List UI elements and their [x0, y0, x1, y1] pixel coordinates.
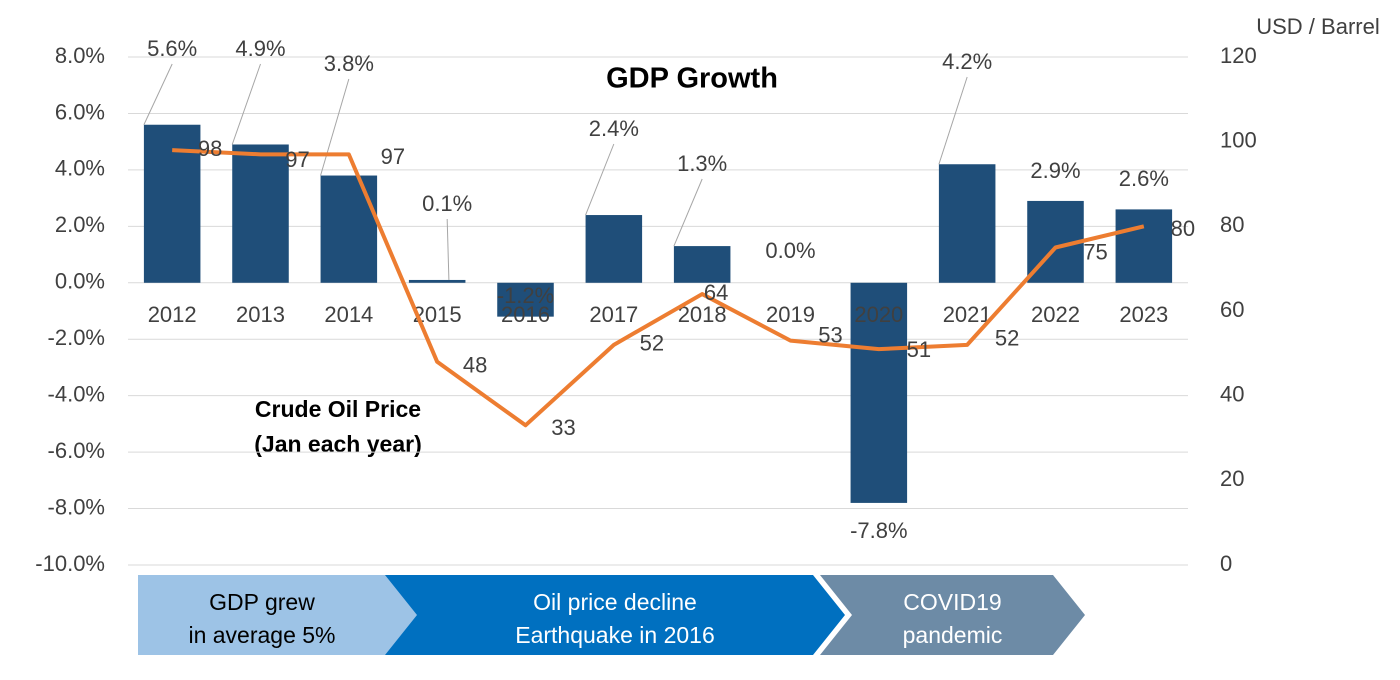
- line: [172, 148, 1145, 428]
- phase-label: Earthquake in 2016: [515, 622, 715, 648]
- data-label: 0.0%: [765, 238, 815, 263]
- y2-tick-label: 0: [1220, 551, 1232, 576]
- leader-line: [673, 178, 703, 247]
- data-label: 64: [704, 280, 728, 305]
- data-label: 2.6%: [1119, 166, 1169, 191]
- phase-arrow: [820, 575, 1085, 655]
- y-tick-label: 4.0%: [55, 156, 105, 181]
- data-label: 51: [907, 337, 931, 362]
- data-label: 52: [640, 331, 664, 356]
- y2-tick-label: 80: [1220, 212, 1244, 237]
- phase-arrow: [385, 575, 845, 655]
- x-tick-label: 2023: [1119, 302, 1168, 327]
- data-label: -1.2%: [497, 283, 554, 308]
- data-label: 2.4%: [589, 116, 639, 141]
- data-label: 48: [463, 353, 487, 378]
- y-tick-label: 8.0%: [55, 43, 105, 68]
- data-label: 52: [995, 326, 1019, 351]
- data-label: 2.9%: [1030, 158, 1080, 183]
- y-tick-label: 2.0%: [55, 212, 105, 237]
- data-label: 98: [198, 136, 222, 161]
- data-label: 97: [381, 144, 405, 169]
- y-tick-label: 6.0%: [55, 99, 105, 124]
- x-tick-label: 2019: [766, 302, 815, 327]
- bar: [938, 164, 996, 283]
- x-tick-label: 2016: [501, 302, 550, 327]
- y-tick-label: -10.0%: [35, 551, 105, 576]
- annotation: Crude Oil Price: [255, 396, 421, 422]
- bar: [497, 282, 554, 317]
- phase-label: COVID19: [903, 589, 1001, 615]
- leader-line: [143, 63, 173, 125]
- bar: [585, 215, 643, 283]
- bar: [1115, 209, 1173, 283]
- grid: [128, 56, 1188, 566]
- leader-line: [585, 143, 615, 216]
- x-tick-label: 2014: [324, 302, 373, 327]
- data-label: 0.1%: [422, 191, 472, 216]
- y2-tick-label: 100: [1220, 127, 1257, 152]
- y-tick-label: -8.0%: [48, 494, 105, 519]
- phase-label: pandemic: [903, 622, 1003, 648]
- bar: [408, 279, 466, 283]
- data-label: 1.3%: [677, 151, 727, 176]
- y-tick-label: -2.0%: [48, 325, 105, 350]
- bar: [673, 246, 731, 283]
- x-tick-label: 2018: [678, 302, 727, 327]
- data-label: 3.8%: [324, 51, 374, 76]
- data-label: 4.9%: [235, 36, 285, 61]
- x-tick-label: 2021: [943, 302, 992, 327]
- data-label: 5.6%: [147, 36, 197, 61]
- phase-label: Oil price decline: [533, 589, 697, 615]
- y2-tick-label: 60: [1220, 297, 1244, 322]
- bar: [232, 144, 289, 283]
- phase-label: in average 5%: [188, 622, 335, 648]
- y2-tick-label: 40: [1220, 381, 1244, 406]
- leader-line: [320, 78, 350, 176]
- y-tick-label: -6.0%: [48, 438, 105, 463]
- data-label: 80: [1171, 216, 1195, 241]
- annotation: (Jan each year): [254, 431, 421, 457]
- phase-label: GDP grew: [209, 589, 315, 615]
- phase-arrow: [138, 575, 418, 655]
- x-tick-label: 2022: [1031, 302, 1080, 327]
- bar: [850, 282, 908, 503]
- x-tick-label: 2017: [589, 302, 638, 327]
- y2-axis-label: USD / Barrel: [1256, 14, 1379, 39]
- y2-tick-label: 20: [1220, 466, 1244, 491]
- leader-line: [231, 63, 261, 145]
- y-tick-label: -4.0%: [48, 381, 105, 406]
- data-label: 53: [818, 322, 842, 347]
- data-label: 75: [1083, 239, 1107, 264]
- y-tick-label: 0.0%: [55, 269, 105, 294]
- leader-line: [938, 76, 968, 165]
- data-label: 97: [285, 147, 309, 172]
- x-tick-label: 2020: [854, 302, 903, 327]
- chart-title: GDP Growth: [606, 63, 778, 95]
- x-tick-label: 2012: [148, 302, 197, 327]
- data-label: 4.2%: [942, 49, 992, 74]
- data-label: 33: [551, 415, 575, 440]
- leader-line: [446, 218, 450, 280]
- bar: [320, 175, 378, 283]
- y2-tick-label: 120: [1220, 43, 1257, 68]
- bar: [143, 124, 201, 283]
- data-label: -7.8%: [850, 518, 907, 543]
- x-tick-label: 2013: [236, 302, 285, 327]
